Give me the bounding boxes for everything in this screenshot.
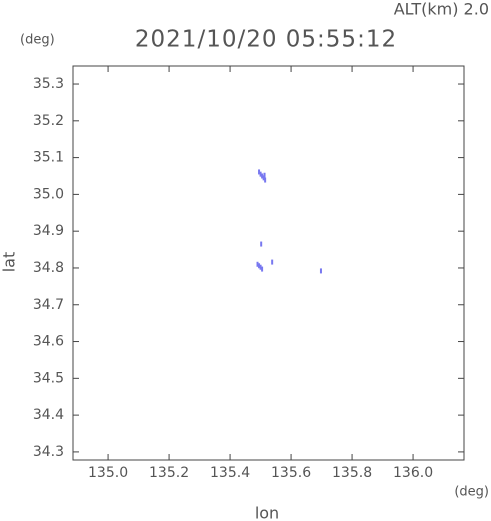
x-tick-label: 135.6 [271, 465, 311, 481]
point [319, 268, 322, 274]
point [263, 172, 266, 178]
point [260, 241, 263, 247]
x-tick-label: 135.8 [332, 465, 372, 481]
x-tick-label: 135.2 [149, 465, 189, 481]
y-tick-label: 35.1 [33, 150, 64, 166]
point [261, 266, 264, 272]
point [261, 173, 264, 179]
point [259, 264, 262, 270]
point [258, 169, 261, 175]
y-tick-label: 34.9 [33, 223, 64, 239]
x-tick-label: 136.0 [393, 465, 433, 481]
y-tick-label: 35.3 [33, 76, 64, 92]
y-tick-label: 34.5 [33, 370, 64, 386]
x-unit: (deg) [454, 485, 489, 500]
y-tick-label: 34.6 [33, 334, 64, 350]
point [264, 177, 267, 183]
y-tick-label: 34.4 [33, 407, 64, 423]
point [258, 263, 261, 269]
y-tick-label: 34.8 [33, 260, 64, 276]
y-unit: (deg) [20, 33, 55, 48]
y-tick-label: 35.0 [33, 186, 64, 202]
y-tick-label: 34.3 [33, 444, 64, 460]
point [262, 175, 265, 181]
point [259, 171, 262, 177]
y-axis-label: lat [0, 252, 19, 273]
plot-frame [72, 65, 465, 461]
y-tick-label: 34.7 [33, 297, 64, 313]
y-tick-label: 35.2 [33, 113, 64, 129]
point [256, 261, 259, 267]
x-tick-label: 135.0 [88, 465, 128, 481]
point [271, 259, 274, 265]
altitude-label: ALT(km) 2.0 [394, 0, 489, 19]
x-axis-label: lon [255, 504, 279, 521]
x-tick-label: 135.4 [210, 465, 250, 481]
chart-title: 2021/10/20 05:55:12 [135, 27, 397, 53]
